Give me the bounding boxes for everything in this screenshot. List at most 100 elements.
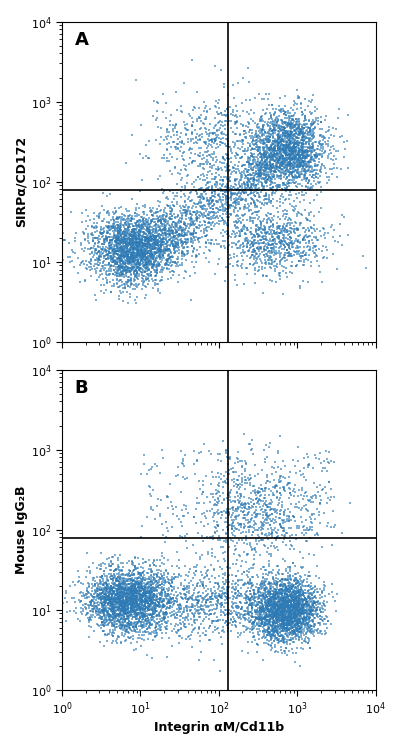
Point xyxy=(272,592,279,604)
Point xyxy=(219,109,225,121)
Point xyxy=(269,599,275,611)
Point xyxy=(269,256,275,268)
Point xyxy=(142,601,148,613)
Point xyxy=(211,608,218,620)
Point xyxy=(140,605,147,617)
Point xyxy=(267,586,274,598)
Point xyxy=(131,255,138,267)
Point xyxy=(282,633,288,645)
Point xyxy=(119,231,126,243)
Point xyxy=(107,588,113,600)
Point xyxy=(289,616,296,628)
Point xyxy=(247,169,253,181)
Point xyxy=(110,593,117,605)
Point xyxy=(144,590,150,602)
Point xyxy=(279,631,286,643)
Point xyxy=(275,604,281,616)
Point xyxy=(299,109,305,121)
Point xyxy=(304,619,311,631)
Point xyxy=(217,196,224,208)
Point xyxy=(295,148,301,160)
Point xyxy=(301,231,307,243)
Point xyxy=(289,145,296,157)
Point xyxy=(295,240,302,252)
Point xyxy=(253,169,260,181)
Point xyxy=(279,609,286,621)
Point xyxy=(137,216,143,228)
Point xyxy=(227,145,234,157)
Point xyxy=(73,226,80,238)
Point xyxy=(136,246,142,258)
Point xyxy=(163,228,170,240)
Point xyxy=(128,592,135,604)
Point xyxy=(128,252,134,264)
Point xyxy=(251,588,257,600)
Point xyxy=(122,602,128,614)
Point xyxy=(316,243,322,255)
Point xyxy=(296,604,302,616)
Point xyxy=(186,580,192,592)
Point xyxy=(297,137,303,149)
Point xyxy=(237,180,243,192)
Point xyxy=(117,572,124,584)
Point xyxy=(160,234,166,246)
Point xyxy=(268,253,274,265)
Point xyxy=(254,134,261,146)
Point xyxy=(269,596,276,608)
Point xyxy=(128,593,135,605)
Point xyxy=(231,201,238,213)
Point xyxy=(193,227,199,239)
Point xyxy=(132,562,138,574)
Point xyxy=(249,142,255,154)
Point xyxy=(280,150,286,162)
Point xyxy=(296,92,302,104)
Point xyxy=(90,603,96,615)
Point xyxy=(186,565,193,577)
Point xyxy=(282,582,288,594)
Point xyxy=(150,484,156,496)
Point xyxy=(306,635,312,647)
Point xyxy=(202,146,208,158)
Point xyxy=(237,184,243,196)
Point xyxy=(250,448,256,460)
Point xyxy=(309,142,315,154)
Point xyxy=(162,224,168,236)
Point xyxy=(245,622,251,634)
Point xyxy=(265,586,271,598)
Point xyxy=(279,603,286,615)
Point xyxy=(233,570,239,582)
Point xyxy=(280,481,287,493)
Point xyxy=(276,154,282,166)
Point xyxy=(288,594,294,606)
Point xyxy=(281,261,288,273)
Point xyxy=(222,161,228,173)
Point xyxy=(175,239,181,251)
Point xyxy=(182,119,188,131)
Point xyxy=(298,144,305,156)
Point xyxy=(304,148,310,160)
Point xyxy=(226,468,232,480)
Point xyxy=(235,627,241,639)
Point xyxy=(137,577,143,589)
Point xyxy=(298,153,305,165)
Point xyxy=(149,602,156,614)
Point xyxy=(288,611,294,623)
Point xyxy=(283,262,290,274)
Point xyxy=(279,595,286,607)
Point xyxy=(269,159,275,171)
Point xyxy=(268,163,274,175)
Point xyxy=(225,604,232,616)
Point xyxy=(132,270,138,282)
Point xyxy=(87,613,93,625)
Point xyxy=(203,594,209,606)
Point xyxy=(146,248,153,260)
Point xyxy=(289,114,296,126)
Point xyxy=(251,173,257,185)
Point xyxy=(149,586,155,598)
Point xyxy=(122,233,128,245)
Point xyxy=(203,210,209,222)
Point xyxy=(192,206,198,218)
Point xyxy=(127,575,133,587)
Point xyxy=(83,589,89,601)
Point xyxy=(160,613,166,625)
